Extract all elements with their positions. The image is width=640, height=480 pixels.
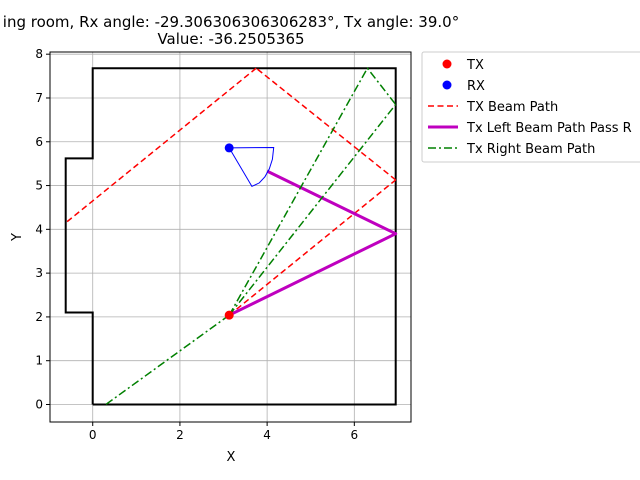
legend-frame: [421, 51, 640, 163]
point-markers: [224, 143, 275, 320]
legend-label: Tx Right Beam Path: [466, 142, 595, 157]
axis-ticks: 0 2 4 6 0 1 2 3 4 5 6 7 8: [35, 47, 358, 442]
legend-marker-swatch: [442, 80, 452, 90]
beam-path-line: [105, 314, 230, 406]
rx-marker: [224, 143, 234, 153]
y-axis-label: Y: [10, 233, 25, 242]
y-tick-label: 0: [35, 397, 43, 411]
rx-receive-sector: [228, 146, 275, 188]
room-outline: [64, 67, 397, 406]
tx-marker: [224, 310, 234, 320]
legend-label: TX Beam Path: [466, 100, 558, 115]
legend-label: Tx Left Beam Path Pass R: [466, 121, 632, 136]
y-tick-label: 1: [35, 354, 43, 368]
beam-path-line: [228, 67, 397, 316]
beam-path-line: [228, 179, 397, 316]
y-tick-label: 3: [35, 266, 43, 280]
y-tick-label: 2: [35, 310, 43, 324]
chart-title-line2: Value: -36.2505365: [157, 30, 304, 48]
y-tick-label: 4: [35, 222, 43, 236]
y-tick-label: 8: [35, 47, 43, 61]
x-tick-label: 0: [89, 428, 97, 442]
beam-path-line: [228, 169, 398, 317]
plot-area: 0 2 4 6 0 1 2 3 4 5 6 7 8: [35, 47, 412, 442]
x-axis-label: X: [227, 450, 236, 465]
x-tick-label: 6: [351, 428, 359, 442]
room-wall: [64, 67, 397, 406]
plot-frame: [49, 51, 412, 423]
chart-title-line1: ing room, Rx angle: -29.306306306306283°…: [3, 13, 459, 31]
legend-label: TX: [466, 58, 484, 73]
beam-path-line: [228, 104, 397, 316]
legend-label: RX: [467, 79, 485, 94]
y-tick-label: 7: [35, 91, 43, 105]
y-tick-label: 6: [35, 135, 43, 149]
beam-path-line: [65, 67, 257, 224]
legend: TX RX TX Beam Path Tx Left Beam Path Pass R…: [421, 51, 640, 163]
legend-marker-swatch: [442, 59, 452, 69]
plot-background: [50, 52, 411, 422]
x-tick-label: 4: [263, 428, 271, 442]
x-tick-label: 2: [176, 428, 184, 442]
beam-path-line: [255, 67, 397, 181]
y-tick-label: 5: [35, 179, 43, 193]
beam-series: [65, 67, 398, 406]
